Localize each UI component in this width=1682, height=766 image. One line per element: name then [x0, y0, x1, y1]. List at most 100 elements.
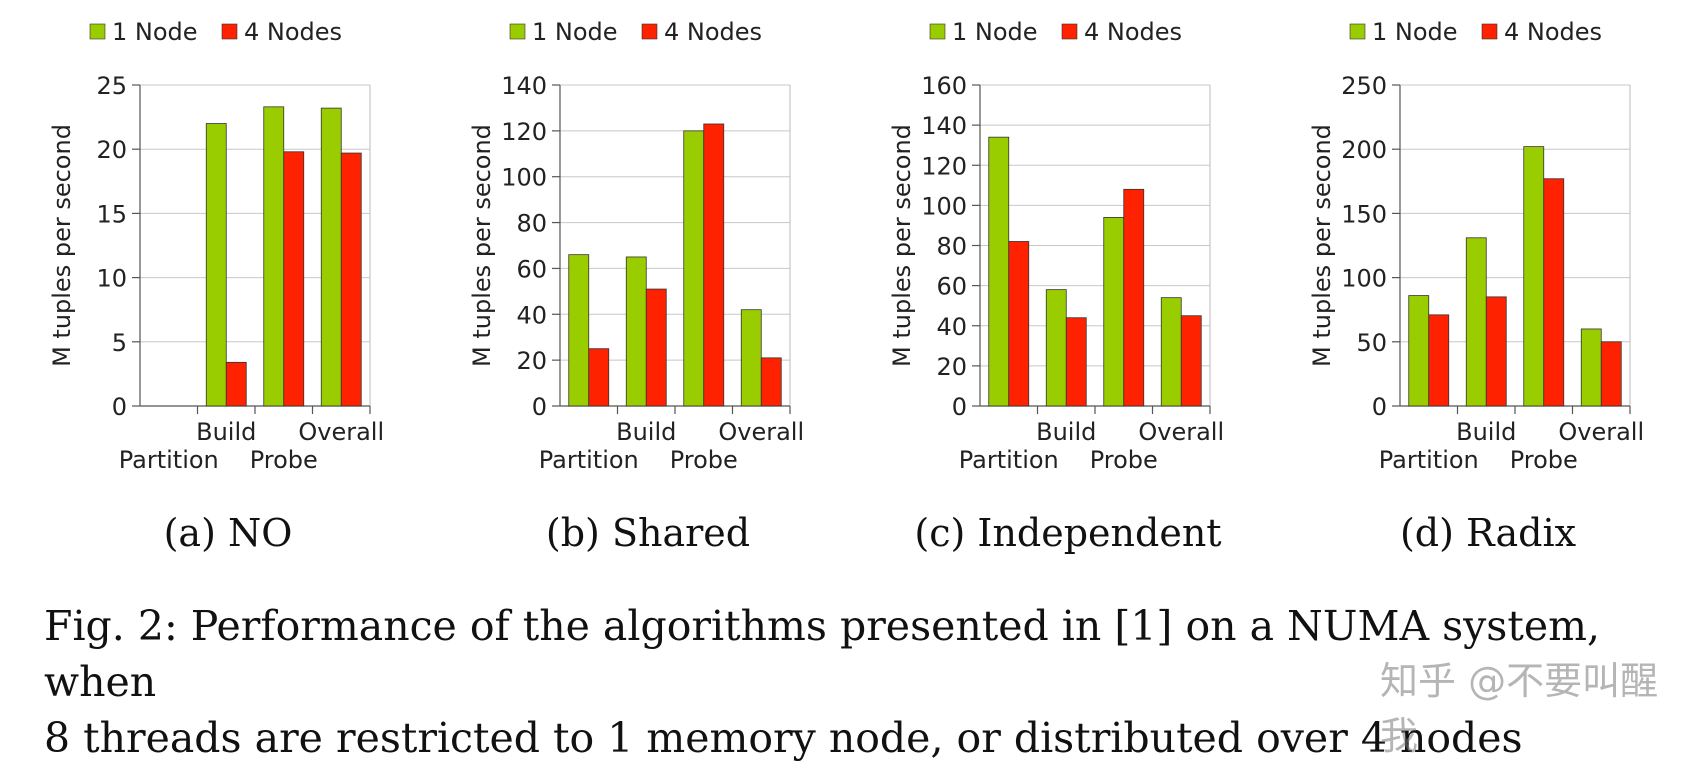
y-tick-label: 250	[1341, 72, 1387, 100]
bar-1-node-build	[1465, 237, 1487, 407]
bar-4-nodes-partition	[1008, 241, 1030, 407]
legend-swatch-2	[641, 23, 658, 40]
y-tick-label: 20	[96, 136, 127, 164]
x-tick-label: Probe	[670, 446, 738, 474]
y-tick-label: 200	[1341, 136, 1387, 164]
bar-4-nodes-overall	[1600, 341, 1622, 407]
bar-1-node-probe	[1523, 146, 1545, 407]
y-axis-label: M tuples per second	[468, 124, 496, 367]
legend-swatch-1	[509, 23, 526, 40]
legend: 1 Node 4 Nodes	[929, 18, 1182, 46]
legend-swatch-1	[89, 23, 106, 40]
legend-label-2: 4 Nodes	[664, 18, 762, 46]
y-tick-label: 80	[516, 210, 547, 238]
x-tick-label: Partition	[119, 446, 219, 474]
bar-4-nodes-build	[1485, 296, 1507, 407]
caption-line-1: Fig. 2: Performance of the algorithms pr…	[44, 602, 1600, 706]
bar-1-node-build	[205, 123, 227, 407]
y-tick-label: 80	[936, 233, 967, 261]
y-axis-label: M tuples per second	[888, 124, 916, 367]
legend: 1 Node 4 Nodes	[1349, 18, 1602, 46]
legend-swatch-2	[221, 23, 238, 40]
x-tick-label: Probe	[1510, 446, 1578, 474]
x-tick-label: Build	[196, 418, 256, 446]
y-tick-label: 160	[921, 72, 967, 100]
y-axis-label: M tuples per second	[48, 124, 76, 367]
bar-4-nodes-probe	[703, 123, 725, 407]
bar-1-node-probe	[683, 130, 705, 407]
bar-4-nodes-overall	[760, 357, 782, 407]
y-tick-label: 0	[112, 393, 127, 421]
bar-1-node-build	[1045, 289, 1067, 407]
bar-1-node-partition	[988, 136, 1010, 407]
panel-subtitle: (b) Shared	[546, 511, 750, 555]
legend-swatch-2	[1061, 23, 1078, 40]
y-tick-label: 140	[501, 72, 547, 100]
legend-label-1: 1 Node	[532, 18, 618, 46]
legend-label-1: 1 Node	[952, 18, 1038, 46]
y-tick-label: 40	[936, 313, 967, 341]
x-tick-label: Build	[1036, 418, 1096, 446]
y-tick-label: 15	[96, 200, 127, 228]
x-tick-label: Partition	[959, 446, 1059, 474]
y-tick-label: 100	[921, 192, 967, 220]
y-tick-label: 10	[96, 265, 127, 293]
y-axis-label: M tuples per second	[1308, 124, 1336, 367]
chart-panel-1: 1 Node 4 Nodes 0 5 10 15 20 25 M tuples per seco…	[48, 18, 384, 555]
panel-subtitle: (d) Radix	[1400, 511, 1576, 555]
y-tick-label: 20	[936, 353, 967, 381]
legend-label-2: 4 Nodes	[1504, 18, 1602, 46]
x-tick-label: Overall	[298, 418, 384, 446]
bar-4-nodes-overall	[340, 152, 362, 407]
x-tick-label: Partition	[1379, 446, 1479, 474]
legend-swatch-2	[1481, 23, 1498, 40]
bar-4-nodes-probe	[1123, 188, 1145, 407]
bar-4-nodes-partition	[1428, 314, 1450, 407]
bar-1-node-overall	[1580, 328, 1602, 407]
y-tick-label: 100	[501, 164, 547, 192]
bar-1-node-partition	[1408, 295, 1430, 407]
legend-label-1: 1 Node	[1372, 18, 1458, 46]
y-tick-label: 0	[952, 393, 967, 421]
bar-4-nodes-build	[645, 288, 667, 407]
y-tick-label: 60	[516, 255, 547, 283]
bar-1-node-probe	[1103, 217, 1125, 407]
figure-panels: 1 Node 4 Nodes 0 5 10 15 20 25 M tuples per seco…	[48, 18, 1644, 555]
y-tick-label: 40	[516, 301, 547, 329]
legend-label-2: 4 Nodes	[244, 18, 342, 46]
y-tick-label: 120	[921, 152, 967, 180]
y-tick-label: 140	[921, 112, 967, 140]
x-tick-label: Build	[616, 418, 676, 446]
bar-1-node-overall	[1160, 297, 1182, 407]
bar-4-nodes-probe	[283, 151, 305, 407]
bar-4-nodes-partition	[588, 348, 610, 407]
watermark: 知乎 @不要叫醒我	[1380, 659, 1659, 758]
y-tick-label: 120	[501, 118, 547, 146]
bar-1-node-overall	[320, 107, 342, 407]
y-tick-label: 20	[516, 347, 547, 375]
panel-subtitle: (c) Independent	[914, 511, 1221, 555]
panel-subtitle: (a) NO	[164, 511, 293, 555]
legend-swatch-1	[929, 23, 946, 40]
bar-1-node-overall	[740, 309, 762, 407]
y-tick-label: 0	[532, 393, 547, 421]
bar-4-nodes-build	[225, 361, 247, 407]
bar-1-node-probe	[263, 106, 285, 407]
y-tick-label: 5	[112, 329, 127, 357]
bar-4-nodes-probe	[1543, 178, 1565, 407]
bar-4-nodes-build	[1065, 317, 1087, 407]
legend: 1 Node 4 Nodes	[509, 18, 762, 46]
x-tick-label: Build	[1456, 418, 1516, 446]
x-tick-label: Overall	[718, 418, 804, 446]
y-tick-label: 60	[936, 273, 967, 301]
bar-1-node-partition	[568, 254, 590, 407]
x-tick-label: Overall	[1138, 418, 1224, 446]
bar-1-node-build	[625, 256, 647, 407]
x-tick-label: Partition	[539, 446, 639, 474]
x-tick-label: Probe	[250, 446, 318, 474]
bar-4-nodes-overall	[1180, 315, 1202, 407]
y-tick-label: 100	[1341, 265, 1387, 293]
